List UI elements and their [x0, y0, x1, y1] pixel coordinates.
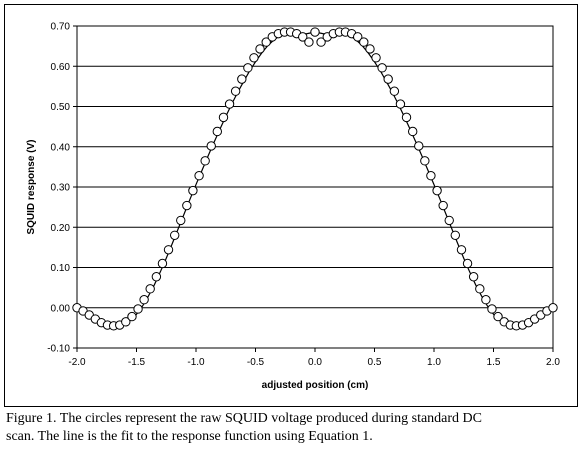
data-point: [389, 86, 400, 96]
data-point: [377, 63, 387, 73]
data-point: [249, 53, 259, 63]
data-point: [304, 37, 314, 47]
data-point: [206, 141, 216, 151]
y-axis-title: SQUID response (V): [26, 139, 37, 234]
data-point: [243, 63, 253, 73]
data-point: [359, 37, 369, 47]
y-tick-label: 0.30: [51, 183, 71, 194]
grid-lines: [77, 65, 553, 309]
y-tick-label: -0.10: [47, 344, 70, 355]
x-tick-label: -2.0: [68, 357, 86, 368]
x-tick-label: 1.5: [487, 357, 501, 368]
data-point: [468, 272, 479, 282]
data-point: [444, 215, 454, 226]
data-point: [151, 272, 162, 282]
data-point: [426, 171, 436, 181]
data-point: [395, 99, 406, 109]
data-point: [450, 230, 461, 241]
data-point: [255, 44, 265, 54]
data-point: [407, 126, 418, 137]
data-point: [121, 317, 131, 327]
x-tick-label: 0.5: [368, 357, 382, 368]
data-point: [237, 74, 247, 84]
x-tick-label: -1.0: [187, 357, 205, 368]
data-point: [169, 230, 180, 241]
figure-frame: [4, 4, 578, 407]
tick-labels: -0.10 0.00 0.10 0.20 0.30 0.40 0.50 0.60 0.70 -2.…: [47, 22, 560, 369]
data-point: [188, 185, 198, 196]
fit-line: [76, 31, 554, 327]
data-point: [310, 27, 320, 37]
data-point: [176, 215, 186, 226]
x-tick-label: 2.0: [546, 357, 560, 368]
x-tick-label: -1.5: [128, 357, 146, 368]
y-tick-label: 0.50: [51, 102, 71, 113]
data-point: [316, 37, 326, 47]
y-tick-label: 0.20: [51, 223, 71, 234]
data-point: [365, 44, 375, 54]
data-point: [163, 245, 174, 255]
data-point: [145, 284, 155, 294]
x-tick-label: -0.5: [247, 357, 265, 368]
data-point: [371, 53, 381, 63]
y-tick-label: 0.60: [51, 62, 71, 73]
data-point: [261, 37, 271, 47]
data-point: [133, 304, 143, 314]
y-tick-label: 0.00: [51, 303, 71, 314]
y-tick-label: 0.10: [51, 263, 71, 274]
data-point: [127, 311, 137, 322]
data-point: [218, 112, 229, 123]
data-point: [481, 295, 491, 305]
y-tick-label: 0.70: [51, 22, 71, 33]
data-point: [456, 245, 467, 255]
data-point: [383, 74, 393, 84]
data-point: [487, 304, 497, 314]
data-point: [475, 284, 485, 294]
data-point: [157, 258, 168, 269]
caption-line-1: Figure 1. The circles represent the raw …: [6, 411, 482, 426]
data-point: [200, 156, 210, 166]
x-axis-title: adjusted position (cm): [262, 380, 369, 391]
data-point: [194, 171, 204, 181]
x-tick-label: 0.0: [308, 357, 322, 368]
y-tick-label: 0.40: [51, 142, 71, 153]
caption-line-2: scan. The line is the fit to the respons…: [6, 429, 373, 444]
data-point: [353, 32, 363, 42]
data-point: [432, 185, 442, 196]
data-point: [182, 200, 192, 211]
data-point: [414, 141, 424, 151]
data-point: [401, 112, 412, 123]
data-point: [139, 295, 149, 305]
data-point: [420, 156, 430, 166]
data-point: [298, 32, 308, 42]
data-points: [72, 27, 558, 331]
data-point: [230, 86, 241, 96]
data-point: [224, 99, 235, 109]
data-point: [212, 126, 223, 137]
figure-caption: Figure 1. The circles represent the raw …: [6, 410, 576, 446]
data-point: [462, 258, 473, 269]
data-point: [438, 200, 448, 211]
data-point: [493, 311, 503, 322]
x-tick-label: 1.0: [427, 357, 441, 368]
data-point: [548, 303, 558, 313]
